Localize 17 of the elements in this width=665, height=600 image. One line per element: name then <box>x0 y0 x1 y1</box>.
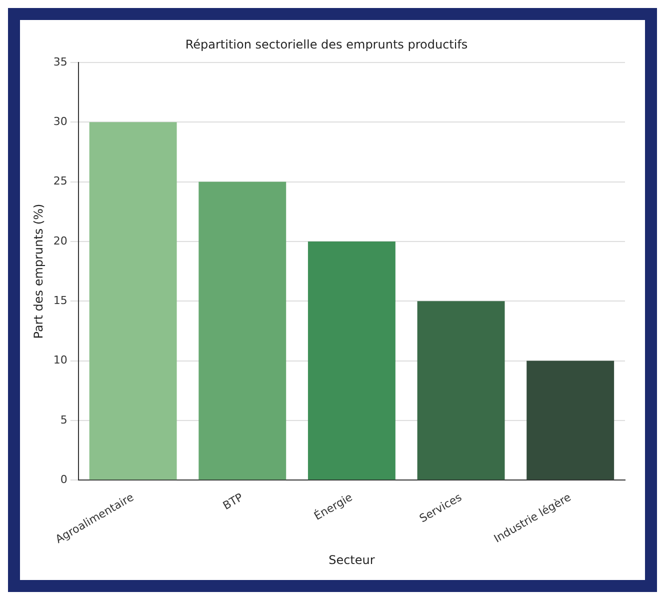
y-axis-title: Part des emprunts (%) <box>31 204 46 339</box>
y-tick-label: 10 <box>53 354 68 367</box>
x-axis-title: Secteur <box>328 552 375 567</box>
y-tick-label: 20 <box>53 234 68 248</box>
bar <box>417 301 505 480</box>
x-tick-label: BTP <box>220 490 246 512</box>
bar <box>308 241 396 480</box>
bar <box>89 122 177 480</box>
y-tick-label: 15 <box>53 294 68 307</box>
bar <box>526 360 614 480</box>
y-tick-label: 25 <box>53 174 68 188</box>
y-tick-label: 5 <box>60 413 68 426</box>
y-tick-label: 30 <box>53 114 68 128</box>
chart-title: Répartition sectorielle des emprunts productifs <box>185 37 468 52</box>
y-tick-label: 0 <box>60 473 68 486</box>
bar <box>198 182 286 480</box>
y-tick-label: 35 <box>53 55 68 68</box>
